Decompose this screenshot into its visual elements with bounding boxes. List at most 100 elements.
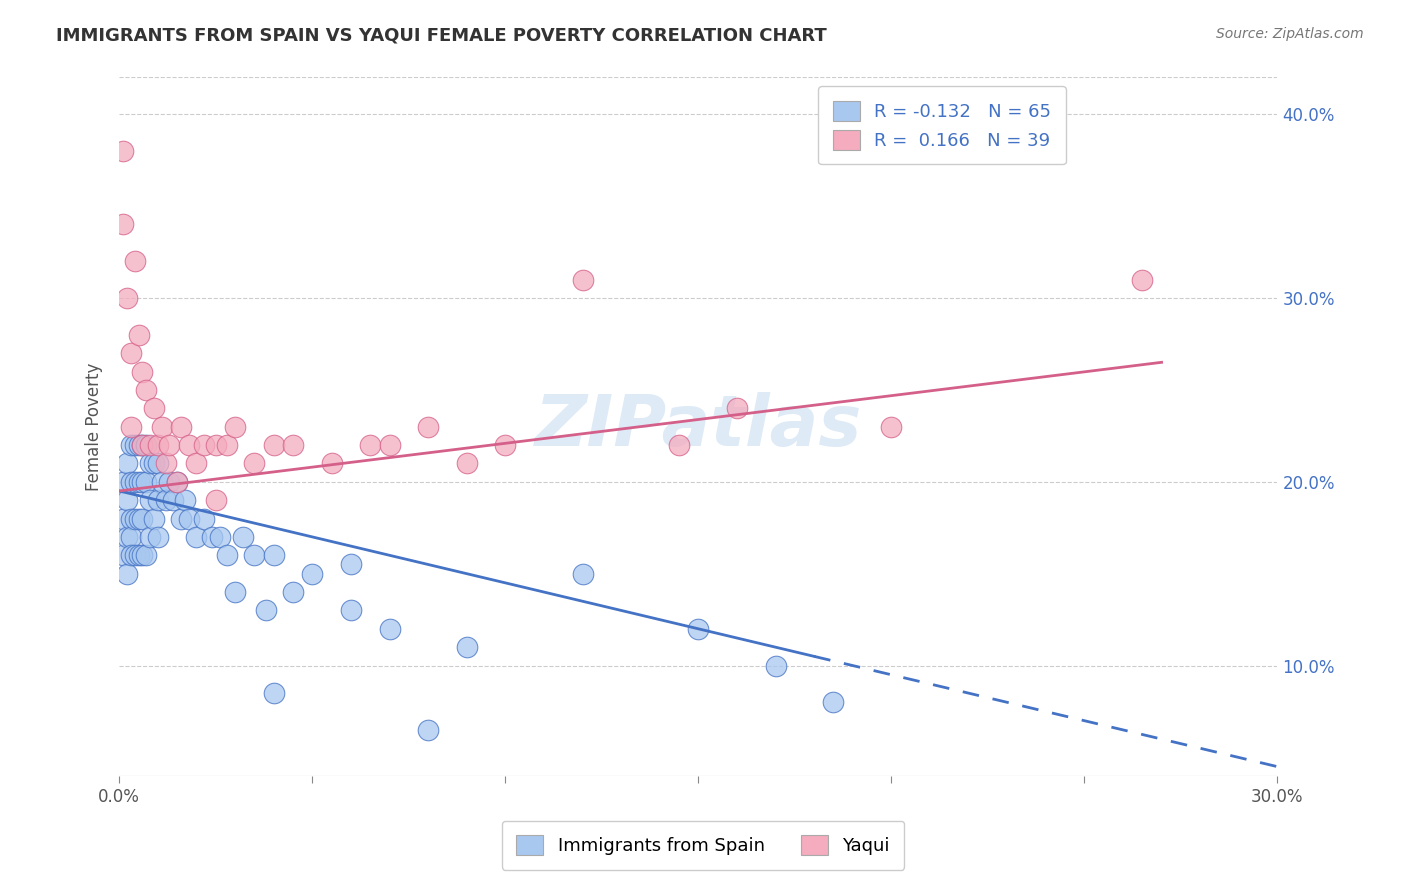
Text: IMMIGRANTS FROM SPAIN VS YAQUI FEMALE POVERTY CORRELATION CHART: IMMIGRANTS FROM SPAIN VS YAQUI FEMALE PO… [56,27,827,45]
Point [201,530,224,544]
Point [186,530,208,544]
Point [204,438,226,452]
Point [120,475,142,489]
Point [232,530,254,544]
Point [170,511,193,525]
Point [146,438,169,452]
Point [571,272,593,286]
Point [193,511,215,525]
Text: ZIPatlas: ZIPatlas [534,392,862,461]
Point [416,419,439,434]
Point [162,493,184,508]
Point [128,438,150,452]
Point [146,530,169,544]
Point [124,511,146,525]
Point [177,438,200,452]
Point [359,438,381,452]
Point [124,549,146,563]
Point [263,686,285,700]
Point [131,438,153,452]
Point [115,457,138,471]
Point [146,457,169,471]
Point [124,438,146,452]
Point [155,457,177,471]
Text: Source: ZipAtlas.com: Source: ZipAtlas.com [1216,27,1364,41]
Point [378,622,401,636]
Point [150,419,173,434]
Point [224,419,246,434]
Point [217,438,239,452]
Point [416,723,439,737]
Point [120,511,142,525]
Point [243,457,266,471]
Point [128,511,150,525]
Point [135,475,157,489]
Point [115,291,138,305]
Point [135,383,157,397]
Point [112,475,135,489]
Point [765,658,787,673]
Point [688,622,710,636]
Point [112,511,135,525]
Point [120,346,142,360]
Point [159,475,181,489]
Point [159,438,181,452]
Point [135,438,157,452]
Y-axis label: Female Poverty: Female Poverty [86,362,103,491]
Point [131,475,153,489]
Point [224,585,246,599]
Point [120,549,142,563]
Point [186,457,208,471]
Point [124,254,146,268]
Point [115,566,138,581]
Point [131,511,153,525]
Point [170,419,193,434]
Point [120,419,142,434]
Point [177,511,200,525]
Legend: Immigrants from Spain, Yaqui: Immigrants from Spain, Yaqui [502,821,904,870]
Point [155,493,177,508]
Point [456,457,478,471]
Point [115,530,138,544]
Point [112,144,135,158]
Point [131,549,153,563]
Point [1130,272,1153,286]
Point [139,457,162,471]
Point [340,603,363,617]
Point [281,585,304,599]
Point [115,493,138,508]
Point [456,640,478,655]
Point [193,438,215,452]
Point [131,364,153,378]
Point [143,511,166,525]
Point [725,401,748,416]
Point [301,566,323,581]
Point [150,475,173,489]
Point [112,218,135,232]
Point [128,475,150,489]
Point [494,438,516,452]
Point [131,438,153,452]
Point [128,549,150,563]
Point [880,419,903,434]
Point [378,438,401,452]
Point [208,530,231,544]
Point [128,327,150,342]
Point [174,493,197,508]
Point [124,475,146,489]
Point [321,457,343,471]
Point [146,493,169,508]
Point [139,530,162,544]
Point [243,549,266,563]
Point [263,549,285,563]
Legend: R = -0.132   N = 65, R =  0.166   N = 39: R = -0.132 N = 65, R = 0.166 N = 39 [818,87,1066,164]
Point [139,493,162,508]
Point [143,401,166,416]
Point [340,558,363,572]
Point [281,438,304,452]
Point [120,438,142,452]
Point [217,549,239,563]
Point [120,530,142,544]
Point [823,695,845,709]
Point [166,475,188,489]
